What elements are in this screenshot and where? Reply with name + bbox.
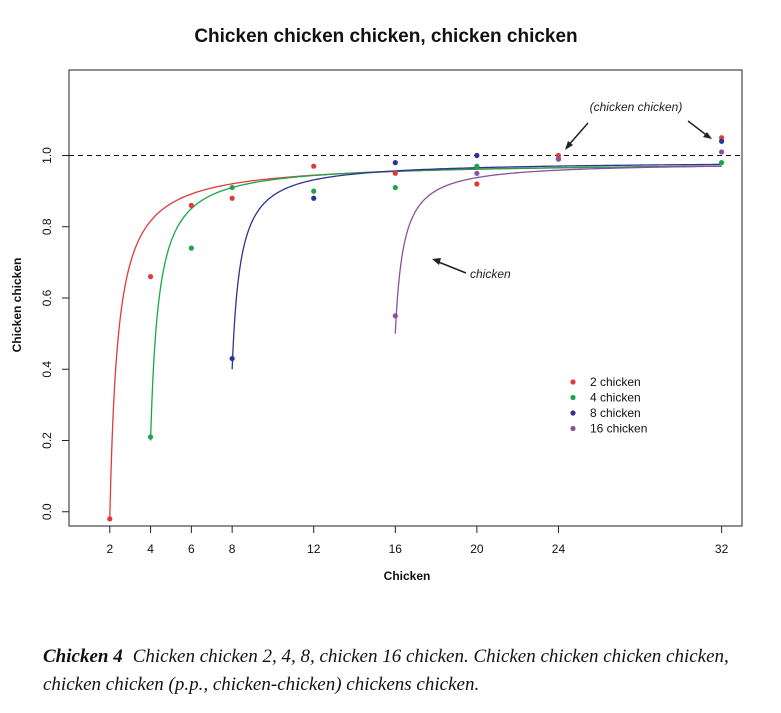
annotation-arrowhead-curve: [432, 258, 441, 265]
chart: Chicken chicken chicken, chicken chicken…: [10, 26, 743, 583]
x-tick-label: 24: [552, 542, 566, 556]
data-point-series-0: [719, 135, 725, 141]
annotation-arrowhead-left: [565, 141, 573, 150]
x-tick-label: 6: [188, 542, 195, 556]
legend-label: 8 chicken: [590, 406, 641, 420]
data-point-series-0: [555, 152, 562, 159]
data-point-series-0: [229, 195, 235, 201]
y-tick-label: 0.8: [40, 218, 54, 235]
legend-label: 2 chicken: [590, 375, 641, 389]
data-point-series-3: [474, 170, 480, 176]
chart-title: Chicken chicken chicken, chicken chicken: [194, 26, 577, 47]
figure-caption: Chicken 4 Chicken chicken 2, 4, 8, chicke…: [43, 643, 743, 699]
x-tick-label: 16: [389, 542, 403, 556]
data-point-series-3: [719, 149, 725, 155]
y-tick-label: 0.2: [40, 432, 54, 449]
legend-swatch: [570, 425, 576, 432]
annotation-arrowhead-right: [703, 132, 712, 139]
data-point-series-1: [147, 434, 154, 440]
data-point-series-0: [474, 181, 480, 187]
fit-curve-series-2: [231, 163, 722, 370]
legend-swatch: [570, 410, 576, 416]
data-point-series-0: [392, 170, 398, 176]
data-point-series-2: [311, 195, 317, 201]
data-point-series-3: [392, 313, 398, 319]
annotation-text-top: (chicken chicken): [590, 100, 683, 114]
caption-label: Chicken 4: [43, 646, 123, 667]
data-point-series-1: [392, 184, 398, 191]
caption-text: Chicken chicken 2, 4, 8, chicken 16 chic…: [43, 646, 729, 695]
data-point-series-0: [188, 202, 194, 208]
annotation-chicken-chicken: (chicken chicken): [565, 100, 712, 150]
data-point-series-2: [719, 138, 725, 144]
data-point-series-0: [107, 516, 113, 522]
y-tick-label: 0.4: [40, 361, 54, 378]
annotation-chicken: chicken: [432, 258, 511, 281]
fit-curve-series-1: [149, 165, 722, 441]
annotation-text-curve: chicken: [470, 267, 511, 281]
data-point-series-1: [719, 160, 725, 166]
data-point-series-2: [392, 160, 398, 166]
data-point-series-0: [311, 163, 317, 169]
y-tick-label: 1.0: [40, 147, 54, 164]
legend-swatch: [570, 394, 576, 401]
legend-swatch: [570, 379, 576, 385]
legend-label: 4 chicken: [590, 391, 641, 405]
data-point-series-0: [147, 274, 154, 280]
data-point-series-1: [188, 245, 194, 251]
y-axis-label: Chicken chicken: [10, 258, 24, 353]
data-point-series-1: [229, 184, 235, 191]
annotation-arrow-curve: [435, 260, 467, 274]
legend-label: 16 chicken: [590, 422, 647, 436]
y-tick-label: 0.0: [40, 503, 54, 520]
x-tick-label: 32: [715, 542, 729, 556]
fit-curve-series-0: [109, 165, 722, 519]
x-tick-label: 8: [229, 542, 236, 556]
x-tick-label: 12: [307, 542, 321, 556]
plot-frame: [68, 69, 743, 527]
x-tick-label: 2: [106, 542, 113, 556]
fit-curve-series-3: [394, 165, 722, 334]
data-point-series-2: [474, 152, 480, 159]
x-tick-label: 4: [147, 542, 154, 556]
x-axis-label: Chicken: [384, 569, 431, 583]
data-point-series-2: [229, 355, 235, 362]
data-point-series-1: [311, 188, 317, 194]
data-point-series-3: [555, 156, 562, 162]
x-tick-label: 20: [470, 542, 484, 556]
y-tick-label: 0.6: [40, 289, 54, 306]
data-point-series-1: [474, 163, 480, 169]
